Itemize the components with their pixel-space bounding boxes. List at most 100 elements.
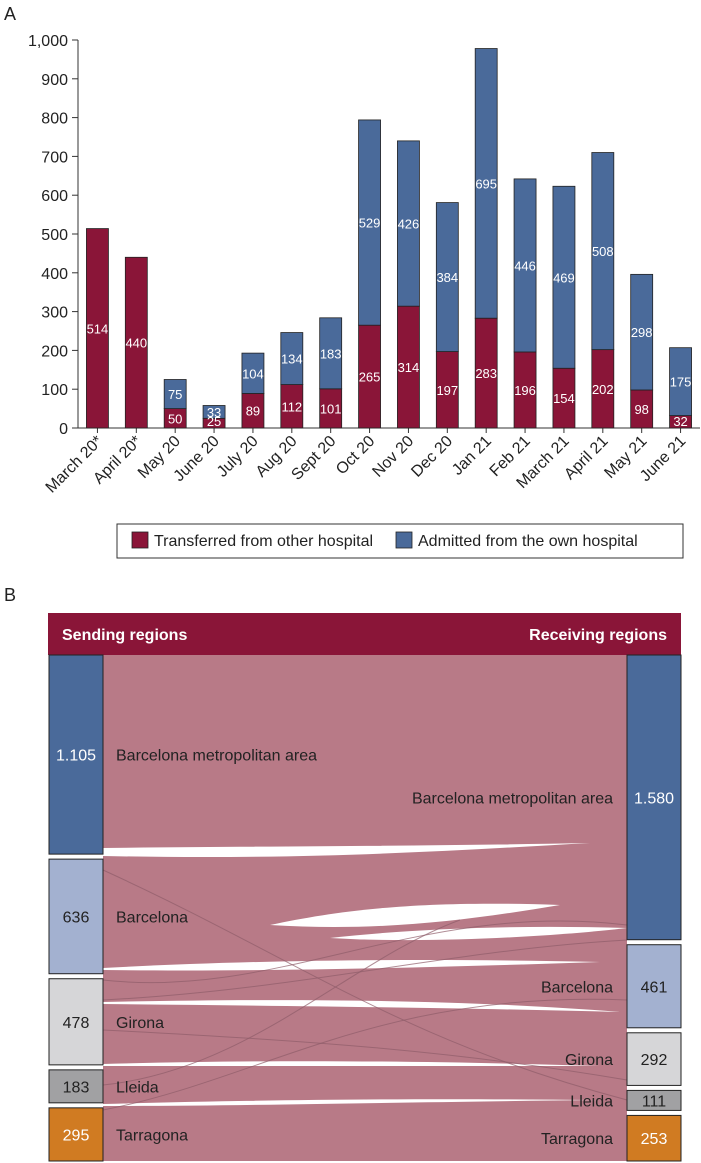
- bar-admitted: [202, 405, 226, 419]
- sending-node-name: Girona: [116, 1015, 164, 1032]
- sending-node: [48, 978, 104, 1066]
- data-label-admitted: 175: [670, 375, 692, 390]
- data-label-admitted: 298: [631, 325, 653, 340]
- bar-admitted: [358, 119, 381, 326]
- flow-gap: [103, 960, 600, 971]
- flow-line: [102, 1029, 628, 1081]
- legend-label-transferred: Transferred from other hospital: [154, 533, 373, 550]
- receiving-node-name: Tarragona: [541, 1131, 613, 1148]
- receiving-node: [626, 1089, 682, 1111]
- data-label-transferred: 314: [398, 360, 420, 375]
- flow-gap: [330, 926, 627, 941]
- sending-node: [48, 858, 104, 975]
- receiving-node: [626, 1032, 682, 1086]
- y-tick-label: 100: [41, 382, 68, 399]
- flow-gap: [270, 903, 560, 928]
- data-label-transferred: 514: [87, 321, 109, 336]
- y-tick-label: 400: [41, 266, 68, 283]
- data-label-admitted: 104: [242, 366, 264, 381]
- sankey-flows: [102, 655, 628, 1161]
- bar-admitted: [630, 273, 654, 391]
- data-label-transferred: 265: [359, 370, 381, 385]
- sending-node-name: Barcelona: [116, 909, 188, 926]
- bar-admitted: [474, 48, 498, 319]
- sending-node-name: Lleida: [116, 1079, 159, 1096]
- panel-b-label: B: [4, 585, 16, 605]
- legend-label-admitted: Admitted from the own hospital: [418, 533, 638, 550]
- bar-admitted: [552, 185, 576, 369]
- bar-admitted: [591, 152, 615, 351]
- flow-line: [102, 939, 628, 1001]
- legend: Transferred from other hospital Admitted…: [116, 523, 684, 559]
- receiving-node-name: Girona: [565, 1052, 613, 1069]
- data-label-transferred: 196: [514, 383, 536, 398]
- y-tick-label: 1,000: [28, 33, 68, 50]
- data-label-admitted: 426: [398, 217, 420, 232]
- sending-regions-header: Sending regions: [62, 627, 187, 644]
- data-label-admitted: 134: [281, 352, 303, 367]
- receiving-node-value: 461: [641, 979, 668, 996]
- bar-admitted: [397, 140, 420, 307]
- receiving-node-name: Lleida: [570, 1093, 613, 1110]
- data-label-transferred: 32: [673, 414, 687, 429]
- x-tick-label: March 20*: [43, 433, 107, 497]
- bar-admitted: [280, 332, 304, 385]
- data-label-admitted: 695: [475, 176, 497, 191]
- sending-node-name: Barcelona metropolitan area: [116, 748, 317, 765]
- y-tick-label: 500: [41, 227, 68, 244]
- flow-line: [102, 869, 628, 1101]
- data-label-transferred: 202: [592, 382, 614, 397]
- bar-admitted: [669, 347, 692, 416]
- flow-line: [102, 919, 461, 1086]
- data-label-admitted: 469: [553, 270, 575, 285]
- data-label-admitted: 75: [168, 387, 182, 402]
- sending-node-value: 636: [63, 909, 90, 926]
- x-tick-label: July 20: [214, 433, 262, 481]
- bar-admitted: [241, 352, 265, 394]
- data-label-transferred: 154: [553, 391, 575, 406]
- receiving-node: [626, 654, 682, 941]
- y-tick-label: 900: [41, 72, 68, 89]
- sending-node-name: Tarragona: [116, 1127, 188, 1144]
- y-tick-label: 700: [41, 149, 68, 166]
- data-label-transferred: 440: [125, 336, 147, 351]
- bar-transferred: [124, 256, 148, 429]
- bar-admitted: [319, 317, 343, 390]
- legend-swatch-transferred: [131, 531, 149, 549]
- data-label-transferred: 283: [475, 366, 497, 381]
- sending-node-value: 1.105: [56, 748, 96, 765]
- sending-node: [48, 1107, 104, 1162]
- flow-gap: [103, 1000, 620, 1012]
- receiving-node-value: 111: [642, 1093, 666, 1110]
- data-label-transferred: 50: [168, 411, 182, 426]
- x-tick-label: Nov 20: [369, 433, 417, 481]
- x-tick-label: April 21: [561, 433, 611, 483]
- receiving-regions-header: Receiving regions: [529, 627, 667, 644]
- flow-gap: [103, 1061, 600, 1066]
- data-label-admitted: 446: [514, 258, 536, 273]
- sending-node: [48, 654, 104, 855]
- x-tick-label: Dec 20: [408, 433, 456, 481]
- sending-node: [48, 1069, 104, 1104]
- y-tick-label: 300: [41, 305, 68, 322]
- receiving-node-name: Barcelona metropolitan area: [412, 790, 613, 807]
- receiving-node: [626, 944, 682, 1029]
- flow-gap: [103, 1099, 600, 1106]
- flow-line: [102, 920, 628, 984]
- flow-gap: [103, 843, 590, 858]
- sending-node-value: 478: [63, 1015, 90, 1032]
- y-tick-label: 0: [59, 421, 68, 438]
- receiving-node-value: 1.580: [634, 790, 674, 807]
- data-label-admitted: 33: [207, 405, 221, 420]
- flow-line: [102, 998, 628, 1111]
- sankey-nodes: 1.105 Barcelona metropolitan area 636 Barce…: [48, 654, 682, 1162]
- data-label-transferred: 112: [281, 399, 302, 414]
- receiving-node: [626, 1114, 682, 1162]
- panel-a-label: A: [4, 4, 16, 24]
- receiving-node-value: 292: [641, 1052, 668, 1069]
- data-label-admitted: 529: [359, 216, 381, 231]
- receiving-node-name: Barcelona: [541, 979, 613, 996]
- receiving-node-value: 253: [641, 1131, 668, 1148]
